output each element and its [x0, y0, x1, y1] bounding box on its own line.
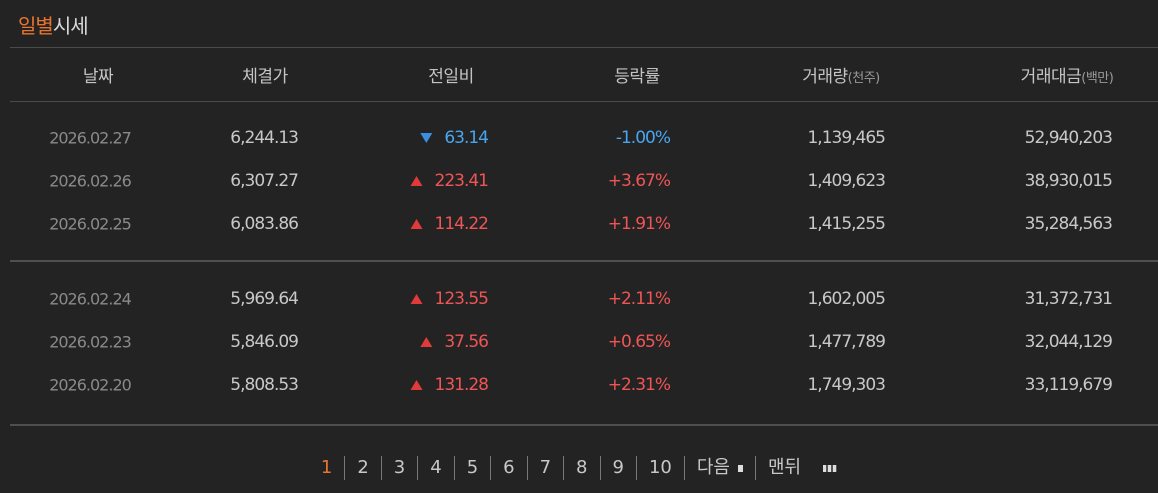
change-rate: +0.65%	[607, 332, 671, 352]
column-header: 등락률	[614, 62, 660, 87]
change-arrow	[420, 337, 433, 347]
page-link[interactable]: 10	[635, 456, 684, 480]
page-link[interactable]: 2	[344, 456, 380, 480]
amount: 31,372,731	[1024, 289, 1113, 309]
volume: 1,602,005	[807, 289, 886, 309]
page-link[interactable]: 3	[380, 456, 417, 480]
header-unit: (천주)	[847, 71, 881, 86]
last-icon	[823, 464, 838, 472]
date: 2026.02.25	[49, 214, 132, 234]
change: 223.41	[410, 171, 489, 191]
volume: 1,415,255	[807, 214, 886, 234]
date: 2026.02.27	[49, 128, 132, 148]
next-link[interactable]: 다음	[683, 456, 755, 480]
change-arrow	[420, 133, 433, 143]
amount: 35,284,563	[1024, 214, 1113, 234]
change: 114.22	[410, 214, 489, 234]
header-label: 전일비	[428, 67, 474, 87]
amount: 33,119,679	[1024, 375, 1113, 395]
date: 2026.02.24	[49, 289, 132, 309]
header-label: 거래량	[802, 67, 848, 87]
close-price: 6,244.13	[230, 128, 299, 148]
next-icon	[737, 464, 743, 472]
change-value: 63.14	[444, 128, 489, 148]
volume: 1,749,303	[807, 375, 886, 395]
divider	[10, 101, 1158, 102]
header-label: 등락률	[614, 67, 660, 87]
divider	[10, 260, 1158, 262]
change-rate: +2.31%	[607, 375, 671, 395]
page-link[interactable]: 7	[526, 456, 563, 480]
amount: 38,930,015	[1024, 171, 1113, 191]
section-title: 일별시세	[18, 10, 89, 39]
next-label: 다음	[696, 457, 730, 478]
change-value: 223.41	[434, 171, 489, 191]
volume: 1,409,623	[807, 171, 886, 191]
last-label: 맨뒤	[767, 457, 802, 478]
change-rate: -1.00%	[615, 128, 671, 148]
date: 2026.02.26	[49, 171, 132, 191]
amount: 32,044,129	[1024, 332, 1113, 352]
change: 123.55	[410, 289, 489, 309]
page-link[interactable]: 9	[599, 456, 636, 480]
column-header: 체결가	[242, 62, 288, 87]
change-arrow	[410, 294, 423, 304]
header-label: 체결가	[242, 67, 288, 87]
date: 2026.02.23	[49, 332, 132, 352]
pagination: 1 2 3 4 5 6 7 8 9 10 다음 맨뒤	[0, 456, 1158, 480]
title-rest: 시세	[52, 14, 89, 38]
change-value: 131.28	[434, 375, 489, 395]
change-rate: +3.67%	[607, 171, 671, 191]
change-arrow	[410, 380, 423, 390]
close-price: 6,083.86	[230, 214, 299, 234]
change-arrow	[410, 176, 423, 186]
volume: 1,139,465	[807, 128, 886, 148]
page-link[interactable]: 4	[417, 456, 453, 480]
page-link[interactable]: 8	[563, 456, 599, 480]
page-link[interactable]: 1	[320, 457, 333, 478]
column-header: 거래대금(백만)	[1021, 62, 1114, 87]
page-link[interactable]: 5	[453, 456, 490, 480]
close-price: 6,307.27	[230, 171, 299, 191]
change-value: 114.22	[434, 214, 489, 234]
volume: 1,477,789	[807, 332, 886, 352]
header-unit: (백만)	[1081, 71, 1114, 86]
change-rate: +1.91%	[607, 214, 671, 234]
change: 37.56	[420, 332, 489, 352]
change-rate: +2.11%	[607, 289, 671, 309]
column-header: 전일비	[428, 62, 474, 87]
change-value: 37.56	[444, 332, 489, 352]
page-link[interactable]: 6	[490, 456, 526, 480]
change-value: 123.55	[434, 289, 489, 309]
close-price: 5,846.09	[230, 332, 299, 352]
amount: 52,940,203	[1024, 128, 1113, 148]
close-price: 5,969.64	[230, 289, 299, 309]
divider	[10, 47, 1158, 48]
title-highlight: 일별	[18, 14, 54, 38]
change-arrow	[410, 219, 423, 229]
header-label: 날짜	[82, 67, 114, 87]
close-price: 5,808.53	[230, 375, 299, 395]
column-header: 거래량(천주)	[802, 62, 880, 87]
date: 2026.02.20	[49, 375, 132, 395]
divider	[10, 424, 1158, 426]
column-header: 날짜	[82, 62, 114, 87]
change: 63.14	[420, 128, 489, 148]
change: 131.28	[410, 375, 489, 395]
header-label: 거래대금	[1020, 67, 1082, 87]
last-link[interactable]: 맨뒤	[754, 456, 849, 480]
